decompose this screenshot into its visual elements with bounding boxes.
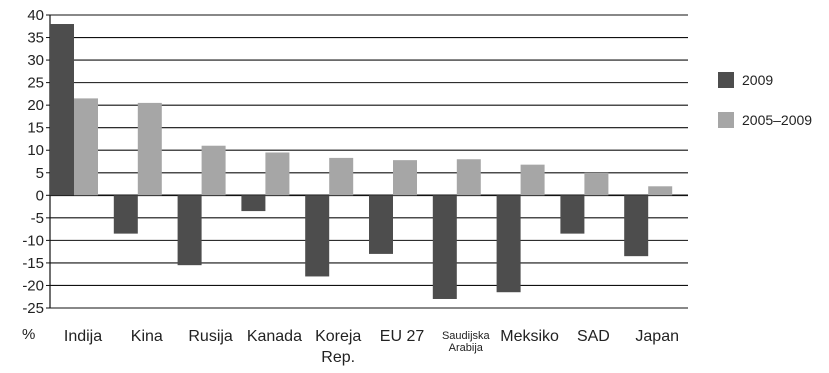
legend-label: 2009 — [742, 72, 773, 88]
bar-2005-2009 — [584, 172, 609, 196]
category-label: SAD — [577, 328, 610, 345]
bar-2005-2009 — [201, 145, 226, 196]
bar-2005-2009 — [265, 152, 290, 196]
category-label: EU 27 — [380, 328, 425, 345]
bar-2005-2009 — [74, 98, 98, 196]
bar-2005-2009 — [648, 186, 673, 196]
bar-2009 — [241, 195, 266, 212]
y-tick-label: -20 — [22, 277, 44, 294]
bar-2005-2009 — [329, 157, 354, 196]
y-tick-label: 40 — [27, 7, 44, 24]
bar-2005-2009 — [520, 164, 545, 196]
bar-2009 — [369, 195, 393, 254]
y-tick-label: 20 — [27, 97, 44, 114]
category-label: Rusija — [188, 328, 233, 345]
category-label: Japan — [635, 328, 679, 345]
y-tick-label: 5 — [36, 165, 44, 182]
y-tick-label: 30 — [27, 52, 44, 69]
y-tick-label: 15 — [27, 120, 44, 137]
bars — [50, 24, 673, 299]
x-axis-categories: Indija Kina Rusija Kanada Koreja Rep. EU 27 Sau… — [64, 328, 679, 366]
bar-2009 — [624, 195, 649, 257]
y-tick-label: -15 — [22, 255, 44, 272]
y-tick-label: 10 — [27, 142, 44, 159]
y-tick-label: -5 — [31, 210, 44, 227]
y-tick-label: -10 — [22, 232, 44, 249]
category-label: Kanada — [247, 328, 302, 345]
y-axis-ticks: 40 35 30 25 20 15 10 5 0 -5 -10 -15 -20 -25 — [22, 7, 44, 317]
y-tick-label: -25 — [22, 300, 44, 317]
y-axis-unit-label: % — [22, 326, 35, 343]
y-tick-label: 25 — [27, 75, 44, 92]
category-label: Indija — [64, 328, 102, 345]
bar-2009 — [177, 195, 202, 266]
legend-swatch — [718, 112, 734, 128]
bar-2005-2009 — [456, 159, 481, 196]
category-label: Koreja Rep. — [315, 328, 361, 366]
legend: 2009 2005–2009 — [718, 72, 812, 128]
bar-2009 — [432, 195, 457, 299]
category-label: Saudijska Arabija — [442, 330, 491, 354]
y-tick-label: 0 — [36, 187, 44, 204]
bar-2005-2009 — [393, 160, 417, 196]
bar-2005-2009 — [137, 102, 162, 196]
category-label: Kina — [131, 328, 163, 345]
bar-2009 — [50, 24, 74, 196]
legend-swatch — [718, 72, 734, 88]
bar-2009 — [305, 195, 330, 277]
legend-label: 2005–2009 — [742, 112, 812, 128]
bar-2009 — [113, 195, 138, 234]
category-label: Meksiko — [500, 328, 559, 345]
y-tick-label: 35 — [27, 30, 44, 47]
bar-2009 — [496, 195, 521, 293]
bar-2009 — [560, 195, 585, 234]
